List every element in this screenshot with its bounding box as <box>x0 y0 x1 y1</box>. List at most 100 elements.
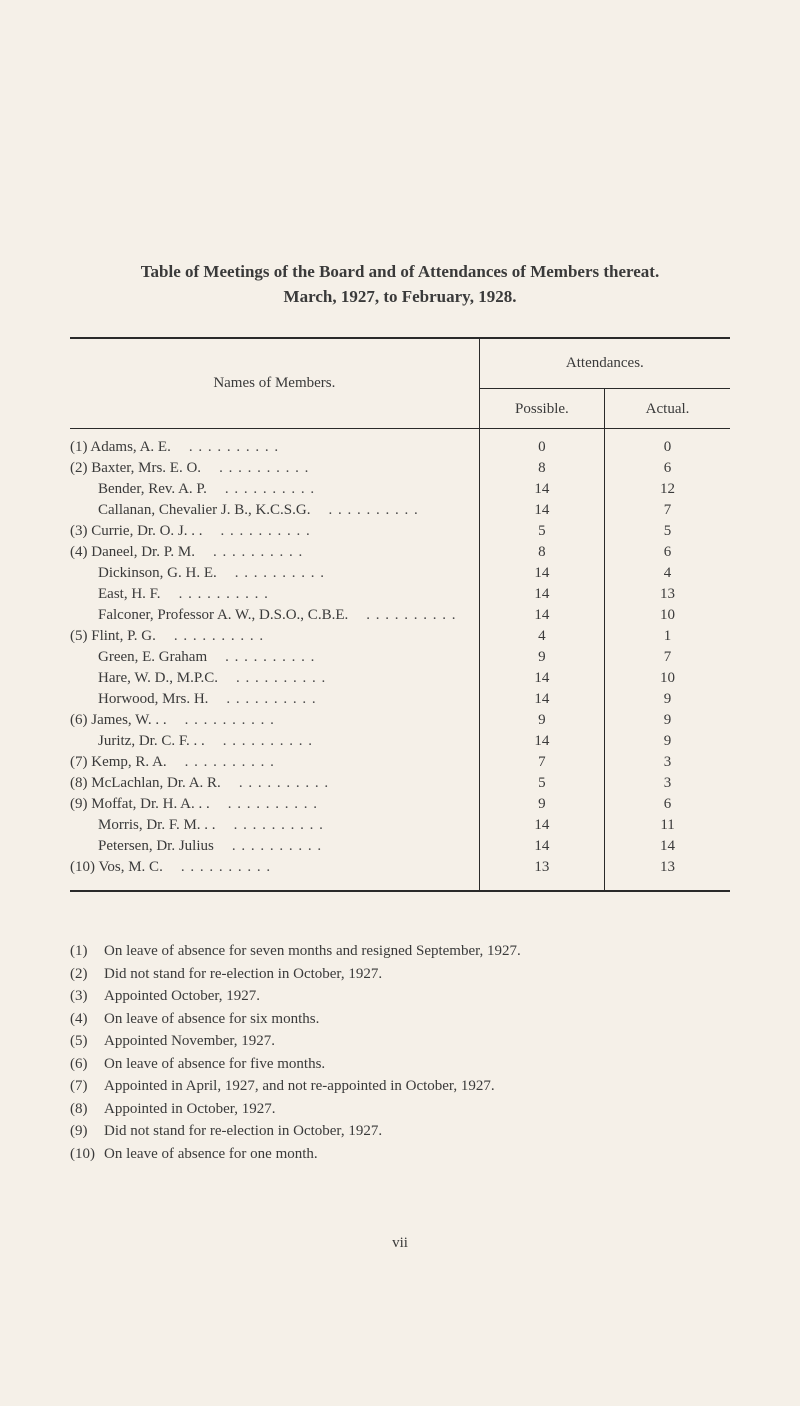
cell-name: (10) Vos, M. C. <box>70 857 479 878</box>
leader-dots <box>217 565 325 581</box>
footnote: (4)On leave of absence for six months. <box>70 1008 730 1031</box>
footnote: (10)On leave of absence for one month. <box>70 1143 730 1166</box>
cell-name: Callanan, Chevalier J. B., K.C.S.G. <box>70 500 479 521</box>
footnote-text: Appointed in October, 1927. <box>104 1098 275 1121</box>
header-possible: Possible. <box>479 388 604 429</box>
footnote-num: (5) <box>70 1030 104 1053</box>
row-name: Baxter, Mrs. E. O. <box>91 460 201 476</box>
cell-name: (7) Kemp, R. A. <box>70 752 479 773</box>
cell-possible: 13 <box>479 857 604 878</box>
footnote-text: On leave of absence for seven months and… <box>104 940 521 963</box>
leader-dots <box>195 544 303 560</box>
leader-dots <box>205 733 313 749</box>
row-name: Callanan, Chevalier J. B., K.C.S.G. <box>98 502 310 518</box>
cell-possible: 14 <box>479 836 604 857</box>
cell-possible: 8 <box>479 542 604 563</box>
title-line1: Table of Meetings of the Board and of At… <box>70 260 730 285</box>
footnote-text: On leave of absence for five months. <box>104 1053 325 1076</box>
cell-name: (8) McLachlan, Dr. A. R. <box>70 773 479 794</box>
table-row: Juritz, Dr. C. F. . . 149 <box>70 731 730 752</box>
leader-dots <box>156 628 264 644</box>
footnote: (8)Appointed in October, 1927. <box>70 1098 730 1121</box>
table-row: (5) Flint, P. G.41 <box>70 626 730 647</box>
cell-possible: 7 <box>479 752 604 773</box>
leader-dots <box>167 754 275 770</box>
row-name: Kemp, R. A. <box>91 754 166 770</box>
table-header-row1: Names of Members. Attendances. <box>70 339 730 388</box>
table-row: East, H. F.1413 <box>70 584 730 605</box>
header-underline <box>70 429 730 438</box>
footnote: (1)On leave of absence for seven months … <box>70 940 730 963</box>
cell-actual: 13 <box>605 584 730 605</box>
footnote-num: (4) <box>70 1008 104 1031</box>
table-row: (3) Currie, Dr. O. J. . .55 <box>70 521 730 542</box>
cell-name: (5) Flint, P. G. <box>70 626 479 647</box>
cell-actual: 6 <box>605 542 730 563</box>
row-name: Hare, W. D., M.P.C. <box>98 670 218 686</box>
footnote-num: (1) <box>70 940 104 963</box>
leader-dots <box>203 523 311 539</box>
cell-name: (1) Adams, A. E. <box>70 437 479 458</box>
row-index <box>70 691 98 707</box>
cell-actual: 4 <box>605 563 730 584</box>
cell-actual: 5 <box>605 521 730 542</box>
cell-possible: 14 <box>479 815 604 836</box>
cell-possible: 9 <box>479 710 604 731</box>
footnote-num: (10) <box>70 1143 104 1166</box>
cell-actual: 9 <box>605 689 730 710</box>
cell-name: Dickinson, G. H. E. <box>70 563 479 584</box>
cell-actual: 13 <box>605 857 730 878</box>
footnote-num: (8) <box>70 1098 104 1121</box>
table-row: Hare, W. D., M.P.C.1410 <box>70 668 730 689</box>
cell-possible: 9 <box>479 647 604 668</box>
cell-actual: 7 <box>605 647 730 668</box>
leader-dots <box>207 481 315 497</box>
leader-dots <box>208 691 316 707</box>
row-name: Falconer, Professor A. W., D.S.O., C.B.E… <box>98 607 348 623</box>
title-line2: March, 1927, to February, 1928. <box>70 285 730 310</box>
table-row: (9) Moffat, Dr. H. A. . .96 <box>70 794 730 815</box>
footnote: (3)Appointed October, 1927. <box>70 985 730 1008</box>
header-actual: Actual. <box>605 388 730 429</box>
cell-possible: 4 <box>479 626 604 647</box>
cell-name: Green, E. Graham <box>70 647 479 668</box>
page-number: vii <box>70 1235 730 1252</box>
table-row: (1) Adams, A. E.00 <box>70 437 730 458</box>
table-row: (2) Baxter, Mrs. E. O.86 <box>70 458 730 479</box>
row-name: Horwood, Mrs. H. <box>98 691 208 707</box>
leader-dots <box>218 670 326 686</box>
leader-dots <box>214 838 322 854</box>
footnote-text: Did not stand for re-election in October… <box>104 963 382 986</box>
table-body: (1) Adams, A. E.00(2) Baxter, Mrs. E. O.… <box>70 437 730 878</box>
table-row: (8) McLachlan, Dr. A. R.53 <box>70 773 730 794</box>
footnote-text: On leave of absence for one month. <box>104 1143 318 1166</box>
cell-name: Petersen, Dr. Julius <box>70 836 479 857</box>
cell-actual: 6 <box>605 794 730 815</box>
cell-possible: 14 <box>479 605 604 626</box>
cell-possible: 9 <box>479 794 604 815</box>
table-row: Falconer, Professor A. W., D.S.O., C.B.E… <box>70 605 730 626</box>
table-row: (10) Vos, M. C.1313 <box>70 857 730 878</box>
row-index: (3) <box>70 523 91 539</box>
cell-possible: 14 <box>479 731 604 752</box>
row-index: (7) <box>70 754 91 770</box>
row-name: Vos, M. C. <box>98 859 162 875</box>
footnote: (6)On leave of absence for five months. <box>70 1053 730 1076</box>
footnote-text: On leave of absence for six months. <box>104 1008 319 1031</box>
row-name: Juritz, Dr. C. F. . . <box>98 733 205 749</box>
row-index <box>70 481 98 497</box>
table-row: Dickinson, G. H. E.144 <box>70 563 730 584</box>
cell-actual: 9 <box>605 731 730 752</box>
leader-dots <box>207 649 315 665</box>
leader-dots <box>348 607 456 623</box>
table-row: Bender, Rev. A. P.1412 <box>70 479 730 500</box>
cell-actual: 10 <box>605 668 730 689</box>
cell-possible: 8 <box>479 458 604 479</box>
row-name: Green, E. Graham <box>98 649 207 665</box>
cell-actual: 10 <box>605 605 730 626</box>
footnote-num: (7) <box>70 1075 104 1098</box>
footnote-text: Appointed October, 1927. <box>104 985 260 1008</box>
table-row: Petersen, Dr. Julius1414 <box>70 836 730 857</box>
cell-name: Horwood, Mrs. H. <box>70 689 479 710</box>
row-index <box>70 586 98 602</box>
